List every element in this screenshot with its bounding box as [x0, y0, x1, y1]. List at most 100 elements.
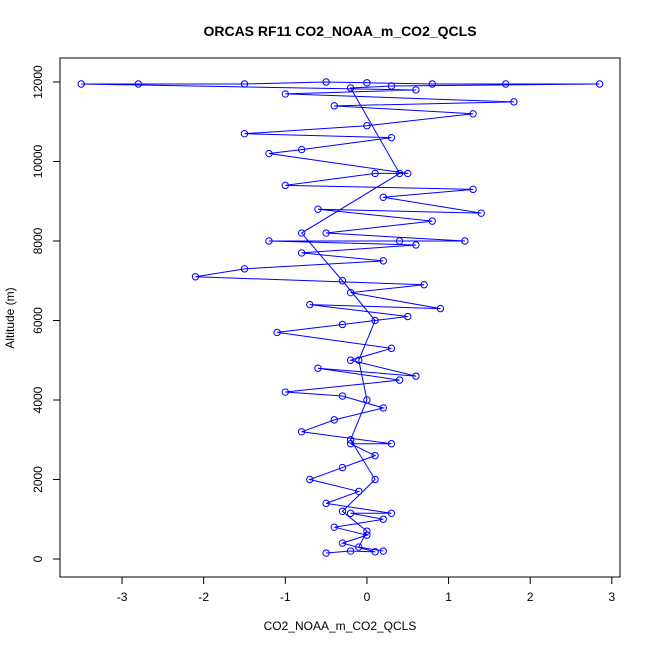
point	[338, 463, 347, 472]
y-tick-label: 4000	[31, 386, 45, 413]
point	[330, 102, 338, 110]
point	[338, 277, 347, 285]
point	[371, 475, 379, 484]
point	[510, 98, 518, 106]
point	[371, 169, 379, 178]
point	[281, 181, 290, 190]
point	[314, 205, 322, 213]
point	[77, 80, 85, 88]
point	[281, 90, 290, 98]
point	[297, 229, 306, 237]
point	[387, 82, 396, 90]
point	[387, 344, 396, 353]
series-line	[81, 81, 600, 554]
plot-frame	[59, 57, 621, 578]
point	[469, 185, 477, 194]
point	[363, 527, 371, 535]
point	[322, 499, 330, 508]
point	[363, 79, 371, 87]
point	[191, 273, 200, 281]
point	[240, 129, 249, 138]
point	[387, 440, 396, 448]
point	[306, 300, 314, 309]
point	[461, 237, 469, 245]
point	[404, 312, 412, 321]
point	[297, 145, 306, 154]
point	[330, 416, 338, 424]
point	[404, 169, 412, 178]
point	[436, 304, 445, 313]
point	[412, 372, 420, 380]
point	[355, 356, 363, 364]
point	[395, 237, 404, 245]
y-tick-label: 10000	[31, 144, 45, 178]
point	[477, 209, 485, 217]
point	[363, 531, 371, 539]
y-tick-label: 2000	[31, 466, 45, 493]
x-tick-label: 3	[608, 590, 615, 604]
point	[371, 451, 379, 460]
point	[363, 396, 371, 404]
point	[338, 507, 347, 515]
point	[346, 356, 355, 364]
point	[412, 241, 420, 249]
point	[346, 436, 355, 444]
point	[346, 84, 355, 92]
chart-title: ORCAS RF11 CO2_NOAA_m_CO2_QCLS	[203, 23, 476, 39]
x-tick-label: -2	[198, 590, 209, 604]
x-tick-label: 0	[364, 590, 371, 604]
x-axis-label: CO2_NOAA_m_CO2_QCLS	[264, 619, 417, 633]
point	[297, 249, 306, 257]
point	[346, 509, 355, 517]
point	[395, 169, 404, 178]
point	[338, 392, 347, 400]
point	[395, 376, 404, 384]
point	[322, 78, 330, 86]
point	[240, 265, 249, 273]
point	[346, 288, 355, 297]
point	[412, 86, 420, 94]
y-tick-label: 12000	[31, 65, 45, 99]
y-axis-label: Altitude (m)	[3, 287, 17, 348]
y-tick-label: 8000	[31, 227, 45, 254]
point	[338, 320, 347, 329]
point	[379, 193, 387, 201]
point	[265, 237, 273, 245]
x-tick-label: -1	[280, 590, 291, 604]
x-tick-label: -3	[117, 590, 128, 604]
point	[322, 549, 330, 557]
y-tick-label: 6000	[31, 307, 45, 334]
point	[273, 328, 281, 337]
point	[281, 388, 290, 396]
point	[379, 547, 387, 555]
point	[371, 548, 379, 556]
point	[355, 487, 363, 496]
point	[363, 122, 371, 130]
x-tick-label: 1	[445, 590, 452, 604]
point	[420, 281, 428, 289]
point	[371, 316, 379, 325]
point	[387, 133, 396, 142]
point	[134, 80, 143, 88]
point	[240, 80, 249, 88]
point	[502, 80, 510, 88]
point	[330, 523, 338, 531]
point	[379, 515, 387, 523]
point	[379, 404, 387, 412]
point	[346, 547, 355, 555]
point	[338, 539, 347, 547]
point	[595, 80, 604, 88]
y-tick-label: 0	[31, 555, 45, 562]
point	[306, 475, 314, 484]
point	[355, 543, 363, 551]
point	[428, 217, 436, 225]
point	[346, 440, 355, 448]
x-tick-label: 2	[527, 590, 534, 604]
point	[297, 428, 306, 436]
point	[322, 229, 330, 237]
point	[387, 509, 396, 517]
point	[265, 149, 273, 158]
point	[314, 364, 322, 372]
